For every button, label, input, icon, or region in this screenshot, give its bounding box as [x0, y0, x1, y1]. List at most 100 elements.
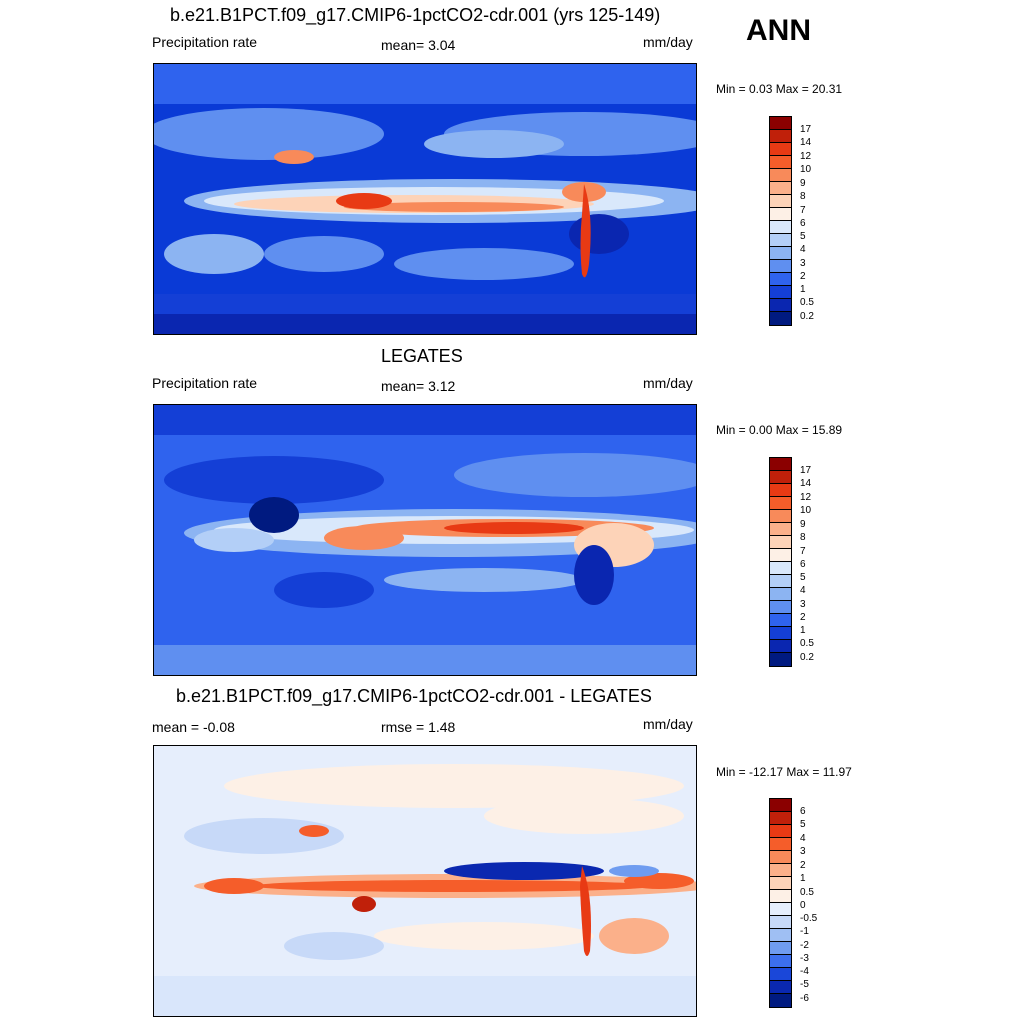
colorbar-tick-label: 0 — [800, 900, 806, 911]
colorbar-tick-label: 0.2 — [800, 311, 814, 322]
colorbar-tick-label: 2 — [800, 860, 806, 871]
colorbar-tick-label: -1 — [800, 926, 809, 937]
colorbar-swatch — [770, 497, 791, 510]
colorbar-swatch — [770, 260, 791, 273]
panel1-units-label: mm/day — [643, 34, 693, 50]
colorbar-swatch — [770, 838, 791, 851]
panel2-variable-label: Precipitation rate — [152, 375, 258, 391]
colorbar-tick-label: 8 — [800, 191, 806, 202]
colorbar-swatch — [770, 640, 791, 653]
panel2-minmax: Min = 0.00 Max = 15.89 — [716, 423, 843, 437]
colorbar-swatch — [770, 536, 791, 549]
colorbar-swatch — [770, 234, 791, 247]
colorbar-tick-label: 5 — [800, 231, 806, 242]
season-label: ANN — [746, 14, 811, 47]
colorbar-swatch — [770, 130, 791, 143]
panel3-mean-label: mean = -0.08 — [152, 719, 235, 735]
colorbar-swatch — [770, 247, 791, 260]
colorbar-tick-label: 6 — [800, 806, 806, 817]
colorbar-swatch — [770, 890, 791, 903]
colorbar-swatch — [770, 156, 791, 169]
colorbar-tick-label: 10 — [800, 505, 812, 516]
colorbar-swatch — [770, 562, 791, 575]
panel3-title: b.e21.B1PCT.f09_g17.CMIP6-1pctCO2-cdr.00… — [176, 686, 652, 706]
panel3-units-label: mm/day — [643, 716, 693, 732]
colorbar-swatch — [770, 221, 791, 234]
colorbar-tick-label: 0.5 — [800, 638, 814, 649]
colorbar-tick-label: -4 — [800, 966, 809, 977]
colorbar-tick-label: 0.2 — [800, 652, 814, 663]
colorbar-swatch — [770, 299, 791, 312]
colorbar-swatch — [770, 877, 791, 890]
colorbar-swatch — [770, 484, 791, 497]
colorbar-swatch — [770, 510, 791, 523]
colorbar-tick-label: -6 — [800, 993, 809, 1004]
colorbar-tick-label: 2 — [800, 612, 806, 623]
colorbar-tick-label: -2 — [800, 940, 809, 951]
colorbar-tick-label: 0.5 — [800, 297, 814, 308]
colorbar-tick-label: 2 — [800, 271, 806, 282]
colorbar-tick-label: -5 — [800, 979, 809, 990]
panel2-units-label: mm/day — [643, 375, 693, 391]
colorbar-tick-label: 4 — [800, 585, 806, 596]
colorbar-swatch — [770, 182, 791, 195]
colorbar-tick-label: 1 — [800, 625, 806, 636]
colorbar-tick-label: 5 — [800, 572, 806, 583]
colorbar-swatch — [770, 851, 791, 864]
colorbar-swatch — [770, 981, 791, 994]
colorbar-tick-label: 12 — [800, 492, 812, 503]
panel1-precip-map — [153, 63, 697, 335]
colorbar-tick-label: 14 — [800, 137, 812, 148]
colorbar-tick-label: 6 — [800, 218, 806, 229]
colorbar-swatch — [770, 653, 791, 666]
colorbar-swatch — [770, 812, 791, 825]
colorbar-swatch — [770, 955, 791, 968]
colorbar-swatch — [770, 864, 791, 877]
colorbar-swatch — [770, 549, 791, 562]
colorbar-swatch — [770, 916, 791, 929]
panel3-map-canvas — [154, 746, 696, 1016]
colorbar-tick-label: 8 — [800, 532, 806, 543]
panel3-difference-map — [153, 745, 697, 1017]
colorbar-swatch — [770, 994, 791, 1007]
panel1-map-canvas — [154, 64, 696, 334]
colorbar-swatch — [770, 903, 791, 916]
panel2-colorbar — [769, 457, 792, 667]
panel1-title: b.e21.B1PCT.f09_g17.CMIP6-1pctCO2-cdr.00… — [170, 5, 661, 25]
panel1-colorbar — [769, 116, 792, 326]
colorbar-swatch — [770, 143, 791, 156]
colorbar-tick-label: 7 — [800, 546, 806, 557]
colorbar-swatch — [770, 968, 791, 981]
colorbar-tick-label: 3 — [800, 846, 806, 857]
colorbar-tick-label: 17 — [800, 465, 812, 476]
panel3-colorbar — [769, 798, 792, 1008]
colorbar-swatch — [770, 471, 791, 484]
colorbar-swatch — [770, 117, 791, 130]
colorbar-swatch — [770, 458, 791, 471]
panel1-variable-label: Precipitation rate — [152, 34, 258, 50]
colorbar-swatch — [770, 312, 791, 325]
colorbar-tick-label: 1 — [800, 284, 806, 295]
colorbar-swatch — [770, 195, 791, 208]
colorbar-swatch — [770, 825, 791, 838]
colorbar-tick-label: 4 — [800, 833, 806, 844]
colorbar-swatch — [770, 614, 791, 627]
colorbar-swatch — [770, 208, 791, 221]
panel3-rmse-label: rmse = 1.48 — [381, 719, 456, 735]
colorbar-tick-label: 14 — [800, 478, 812, 489]
colorbar-tick-label: 10 — [800, 164, 812, 175]
colorbar-tick-label: -3 — [800, 953, 809, 964]
colorbar-tick-label: 9 — [800, 519, 806, 530]
colorbar-swatch — [770, 942, 791, 955]
panel2-title: LEGATES — [381, 346, 463, 366]
panel2-mean-label: mean= 3.12 — [381, 378, 456, 394]
colorbar-tick-label: -0.5 — [800, 913, 818, 924]
panel2-precip-map — [153, 404, 697, 676]
colorbar-tick-label: 17 — [800, 124, 812, 135]
colorbar-swatch — [770, 601, 791, 614]
colorbar-tick-label: 1 — [800, 873, 806, 884]
colorbar-tick-label: 6 — [800, 559, 806, 570]
colorbar-swatch — [770, 169, 791, 182]
colorbar-tick-label: 7 — [800, 205, 806, 216]
colorbar-tick-label: 9 — [800, 178, 806, 189]
